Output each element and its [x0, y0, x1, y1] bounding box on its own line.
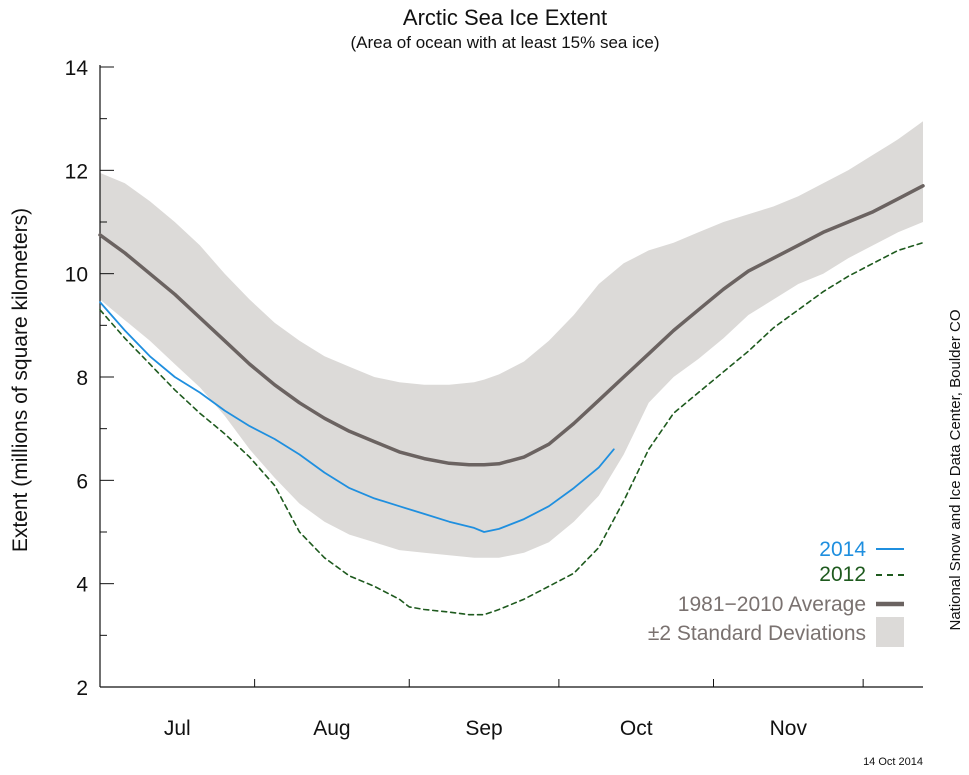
y-tick-label: 14 — [65, 57, 89, 80]
chart-title: Arctic Sea Ice Extent — [403, 5, 607, 30]
y-tick-label: 12 — [65, 160, 88, 183]
series-layer — [98, 184, 925, 616]
band-layer — [100, 121, 923, 558]
series-line-2012 — [99, 241, 924, 616]
std-dev-band — [100, 121, 923, 558]
y-tick-label: 8 — [76, 367, 88, 390]
credit-label: National Snow and Ice Data Center, Bould… — [947, 309, 964, 630]
legend-band-label: ±2 Standard Deviations — [648, 622, 866, 645]
y-tick-labels: 2 4 6 8 10 12 14 — [65, 57, 89, 700]
y-tick-label: 6 — [76, 470, 88, 493]
x-tick-label: Sep — [465, 717, 502, 740]
legend-average-label: 1981−2010 Average — [678, 593, 866, 616]
x-tick-label: Oct — [620, 717, 653, 740]
legend-2012-label: 2012 — [819, 563, 866, 586]
y-tick-label: 10 — [65, 264, 88, 287]
date-stamp: 14 Oct 2014 — [863, 756, 923, 768]
x-tick-label: Jul — [164, 717, 191, 740]
chart-subtitle: (Area of ocean with at least 15% sea ice… — [351, 33, 660, 52]
x-tick-label: Nov — [770, 717, 808, 740]
legend-band-swatch — [876, 617, 904, 647]
legend: 2014 2012 1981−2010 Average ±2 Standard … — [648, 538, 904, 647]
series-line-2014 — [99, 301, 615, 533]
x-tick-label: Aug — [313, 717, 350, 740]
axes-layer — [99, 65, 923, 688]
y-tick-label: 2 — [76, 677, 88, 700]
y-axis-label: Extent (millions of square kilometers) — [9, 208, 32, 552]
y-tick-label: 4 — [76, 574, 88, 597]
x-tick-labels: Jul Aug Sep Oct Nov — [164, 717, 808, 740]
legend-2014-label: 2014 — [819, 538, 866, 561]
series-line-1981-2010-average — [98, 184, 925, 467]
